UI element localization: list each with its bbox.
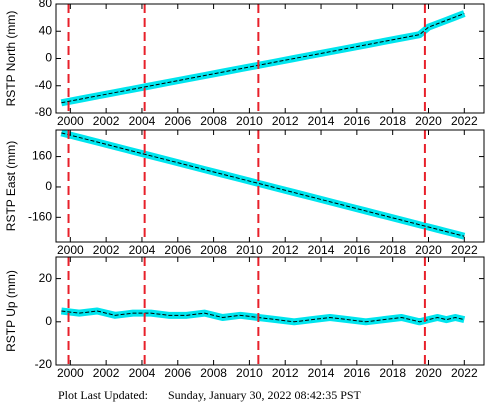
x-tick-label: 2000 xyxy=(57,366,84,380)
y-tick-label: -20 xyxy=(35,357,53,371)
y-tick-label: 0 xyxy=(45,179,52,193)
x-tick-label: 2006 xyxy=(164,366,191,380)
x-tick-label: 2016 xyxy=(344,114,371,128)
footer-label: Plot Last Updated: xyxy=(58,388,148,402)
plot-frame xyxy=(55,129,485,243)
x-tick-label: 2002 xyxy=(93,243,120,257)
plot-frame xyxy=(55,256,485,366)
x-tick-label: 2012 xyxy=(272,366,299,380)
model-line xyxy=(61,132,465,237)
x-tick-label: 2018 xyxy=(379,243,406,257)
x-tick-label: 2022 xyxy=(451,114,478,128)
x-tick-label: 2012 xyxy=(272,114,299,128)
footer-text: Sunday, January 30, 2022 08:42:35 PST xyxy=(168,388,362,402)
x-tick-label: 2020 xyxy=(415,243,442,257)
x-tick-label: 2004 xyxy=(129,366,156,380)
x-tick-label: 2012 xyxy=(272,243,299,257)
y-tick-label: -80 xyxy=(35,105,53,119)
x-tick-label: 2014 xyxy=(308,114,335,128)
y-tick-label: 0 xyxy=(45,314,52,328)
y-tick-label: 40 xyxy=(39,23,53,37)
x-tick-label: 2008 xyxy=(200,114,227,128)
y-tick-label: 20 xyxy=(39,271,53,285)
y-tick-label: -40 xyxy=(35,78,53,92)
x-tick-label: 2018 xyxy=(379,366,406,380)
y-tick-label: 0 xyxy=(45,51,52,65)
y-axis-label: RSTP North (mm) xyxy=(4,11,18,107)
x-tick-label: 2002 xyxy=(93,366,120,380)
plot-frame xyxy=(55,3,485,114)
x-tick-label: 2000 xyxy=(57,114,84,128)
x-tick-label: 2010 xyxy=(236,243,263,257)
x-tick-label: 2020 xyxy=(415,114,442,128)
x-tick-label: 2004 xyxy=(129,243,156,257)
x-tick-label: 2010 xyxy=(236,114,263,128)
data-band xyxy=(60,307,466,326)
x-tick-label: 2016 xyxy=(344,366,371,380)
y-tick-label: 80 xyxy=(39,0,53,10)
y-axis-label: RSTP Up (mm) xyxy=(4,270,18,352)
x-tick-label: 2006 xyxy=(164,114,191,128)
model-line xyxy=(61,13,465,104)
y-axis-label: RSTP East (mm) xyxy=(4,141,18,231)
x-tick-label: 2020 xyxy=(415,366,442,380)
y-tick-label: 160 xyxy=(32,149,52,163)
x-tick-label: 2014 xyxy=(308,366,335,380)
x-tick-label: 2008 xyxy=(200,366,227,380)
y-tick-label: -160 xyxy=(28,209,52,223)
x-tick-label: 2022 xyxy=(451,366,478,380)
x-tick-label: 2014 xyxy=(308,243,335,257)
x-tick-label: 2018 xyxy=(379,114,406,128)
model-line xyxy=(61,310,465,323)
x-tick-label: 2010 xyxy=(236,366,263,380)
x-tick-label: 2006 xyxy=(164,243,191,257)
x-tick-label: 2016 xyxy=(344,243,371,257)
data-band xyxy=(60,10,466,107)
x-tick-label: 2004 xyxy=(129,114,156,128)
x-tick-label: 2008 xyxy=(200,243,227,257)
x-tick-label: 2022 xyxy=(451,243,478,257)
x-tick-label: 2002 xyxy=(93,114,120,128)
x-tick-label: 2000 xyxy=(57,243,84,257)
